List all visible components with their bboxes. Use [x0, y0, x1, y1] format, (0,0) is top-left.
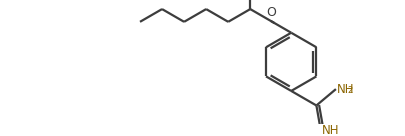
- Text: O: O: [265, 6, 275, 19]
- Text: NH: NH: [321, 124, 339, 136]
- Text: NH: NH: [336, 83, 354, 96]
- Text: 2: 2: [347, 86, 352, 95]
